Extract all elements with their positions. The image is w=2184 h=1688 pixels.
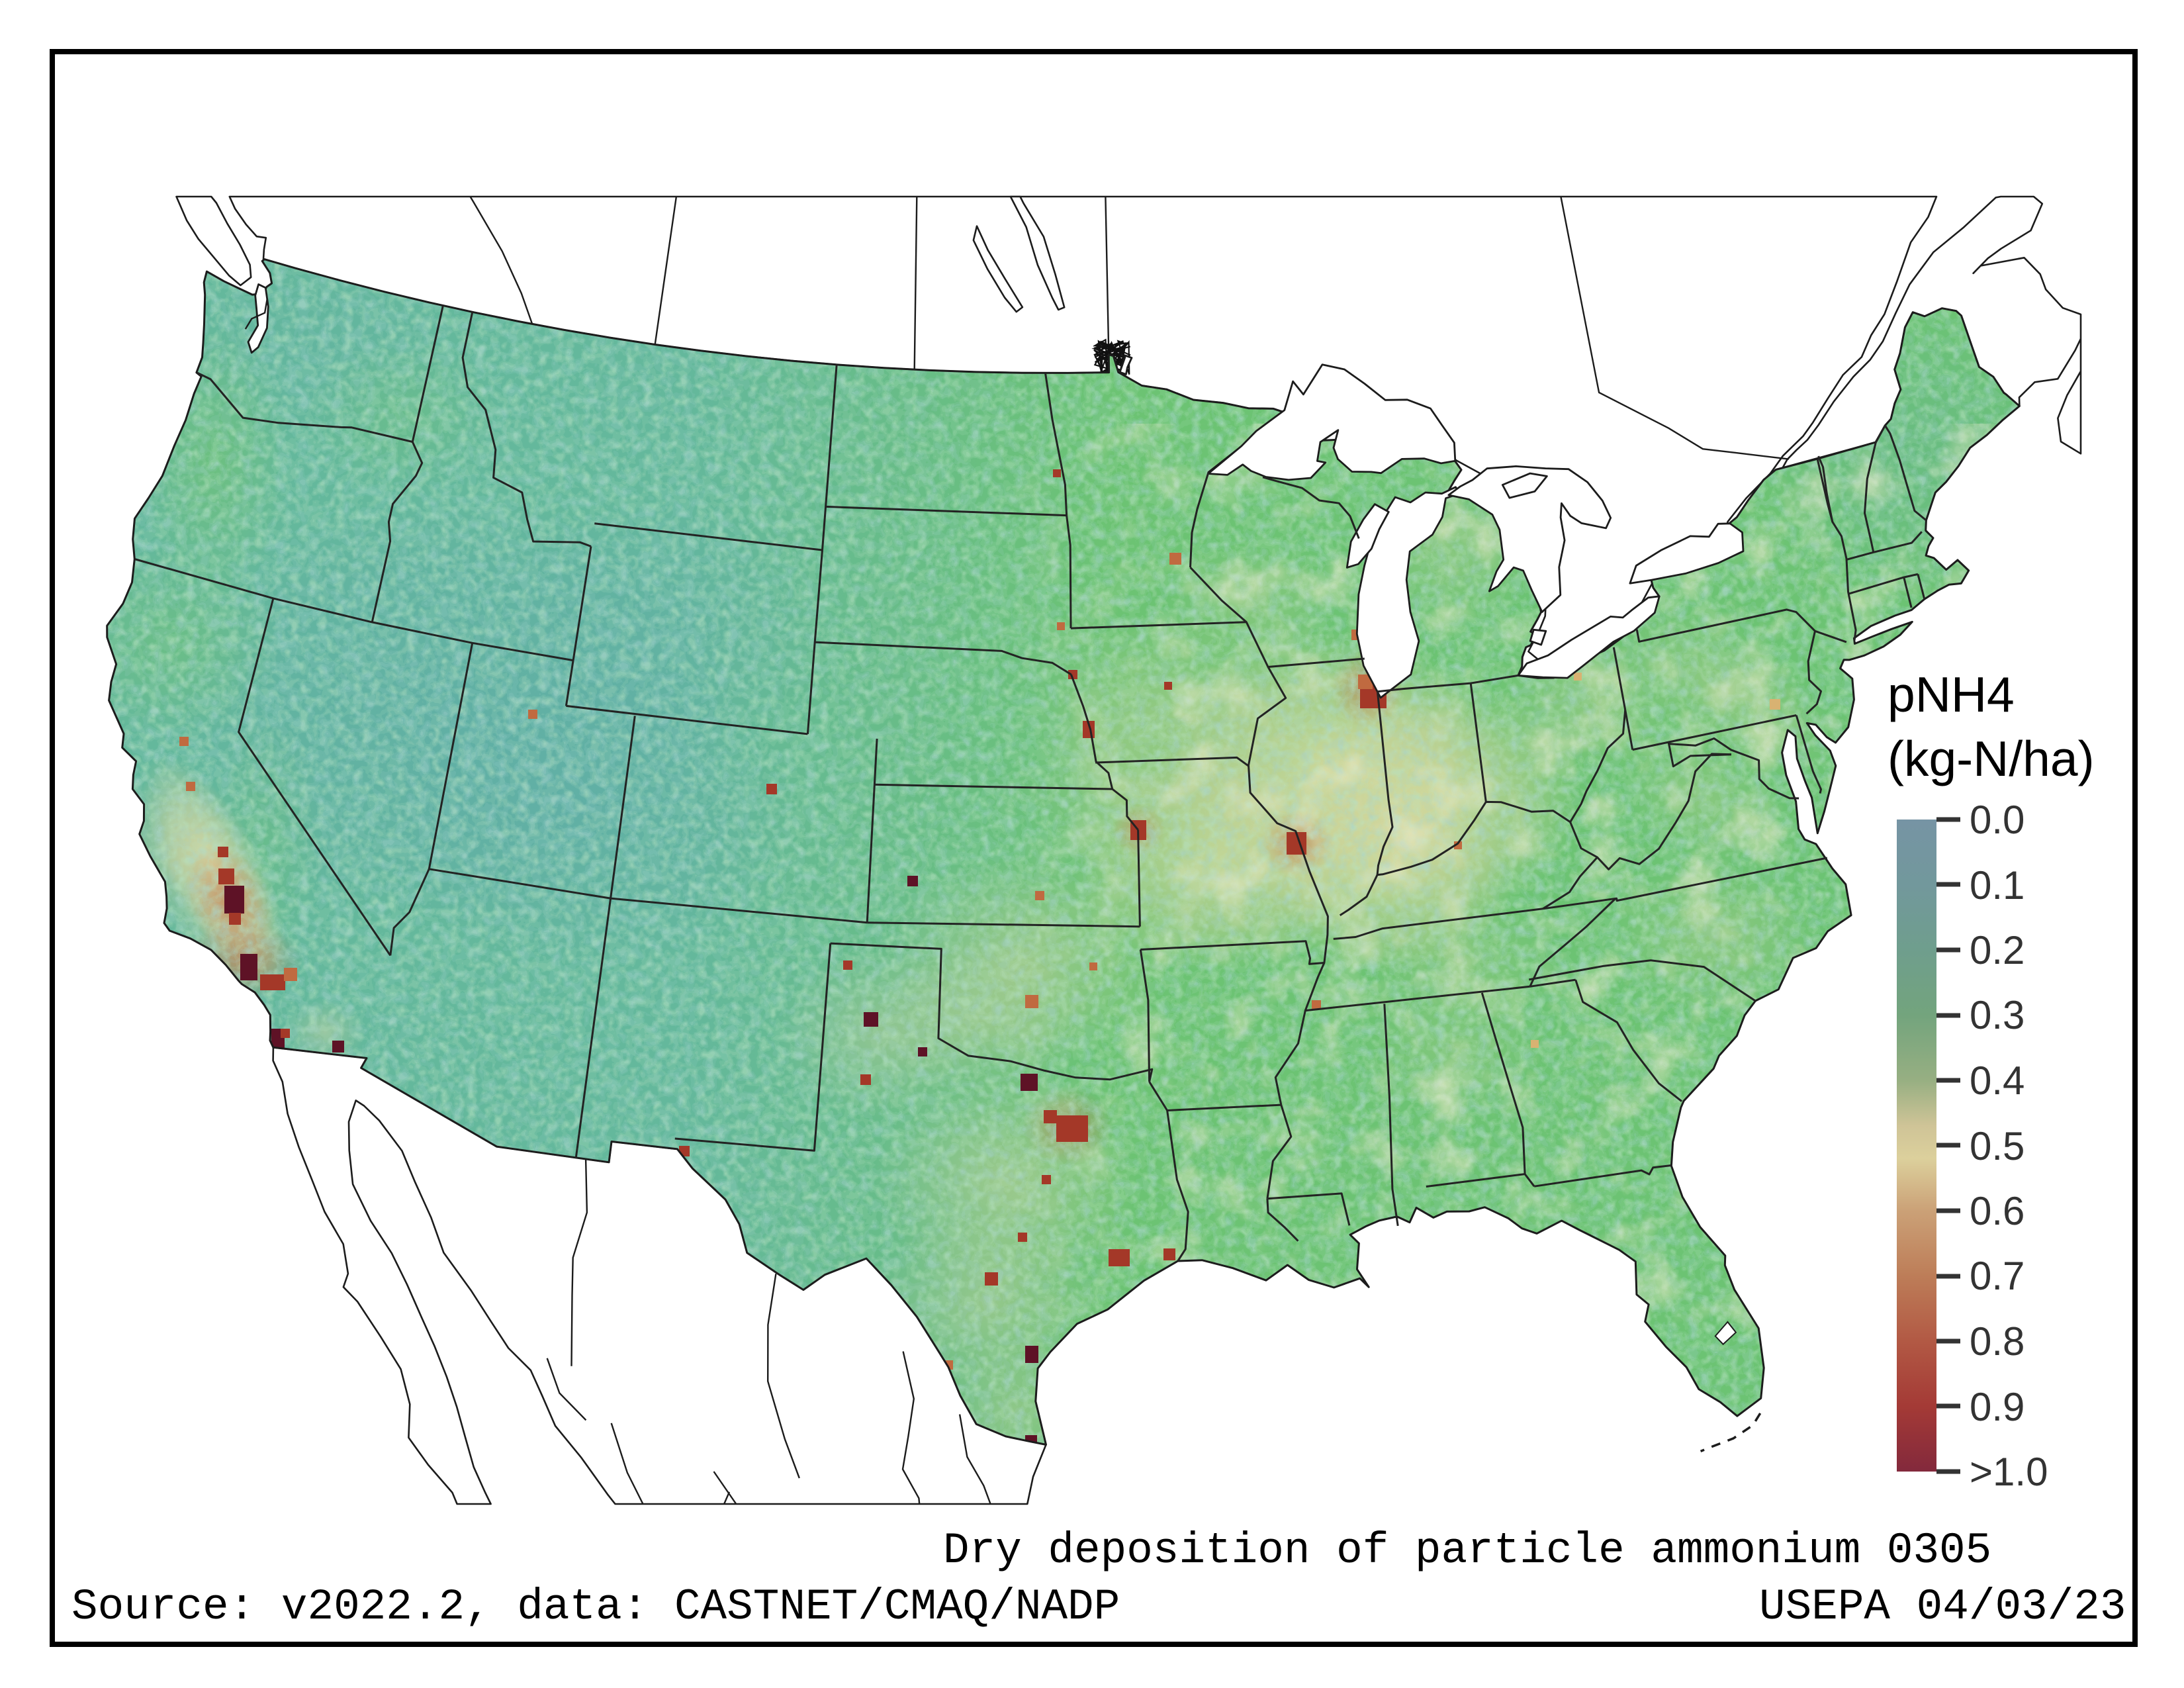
svg-text:0.1: 0.1 [1970,863,2025,908]
svg-text:0.8: 0.8 [1970,1319,2025,1364]
svg-text:0.6: 0.6 [1970,1189,2025,1233]
svg-text:Dry deposition of particle amm: Dry deposition of particle ammonium 0305 [943,1526,1991,1575]
svg-text:0.9: 0.9 [1970,1385,2025,1429]
svg-text:pNH4: pNH4 [1888,667,2015,722]
svg-text:0.0: 0.0 [1970,798,2025,842]
svg-text:>1.0: >1.0 [1970,1450,2048,1494]
svg-text:0.3: 0.3 [1970,993,2025,1037]
svg-text:0.7: 0.7 [1970,1254,2025,1298]
svg-text:0.2: 0.2 [1970,928,2025,972]
svg-text:0.5: 0.5 [1970,1124,2025,1168]
svg-text:USEPA 04/03/23: USEPA 04/03/23 [1759,1582,2126,1632]
svg-text:Source: v2022.2, data: CASTNET: Source: v2022.2, data: CASTNET/CMAQ/NADP [71,1582,1120,1632]
svg-text:0.4: 0.4 [1970,1058,2025,1103]
svg-text:(kg-N/ha): (kg-N/ha) [1888,731,2095,786]
